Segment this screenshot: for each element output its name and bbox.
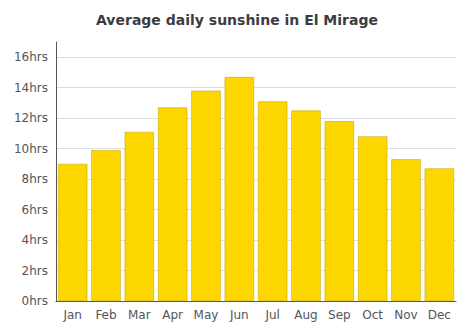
svg-text:Nov: Nov (394, 308, 417, 322)
svg-text:Jan: Jan (62, 308, 82, 322)
svg-text:Jul: Jul (264, 308, 279, 322)
svg-text:Dec: Dec (428, 308, 451, 322)
svg-text:12hrs: 12hrs (14, 111, 48, 125)
svg-text:2hrs: 2hrs (22, 264, 48, 278)
svg-text:Sep: Sep (328, 308, 351, 322)
svg-text:4hrs: 4hrs (22, 233, 48, 247)
svg-text:Mar: Mar (128, 308, 151, 322)
svg-text:10hrs: 10hrs (14, 142, 48, 156)
svg-text:0hrs: 0hrs (22, 294, 48, 308)
svg-text:Jun: Jun (229, 308, 249, 322)
svg-text:6hrs: 6hrs (22, 203, 48, 217)
svg-text:8hrs: 8hrs (22, 172, 48, 186)
svg-text:May: May (194, 308, 219, 322)
svg-text:Feb: Feb (95, 308, 116, 322)
svg-text:Oct: Oct (362, 308, 383, 322)
svg-text:Apr: Apr (162, 308, 183, 322)
svg-text:16hrs: 16hrs (14, 50, 48, 64)
svg-text:14hrs: 14hrs (14, 81, 48, 95)
svg-text:Aug: Aug (294, 308, 317, 322)
svg-text:Average daily sunshine in El M: Average daily sunshine in El Mirage (96, 12, 378, 28)
